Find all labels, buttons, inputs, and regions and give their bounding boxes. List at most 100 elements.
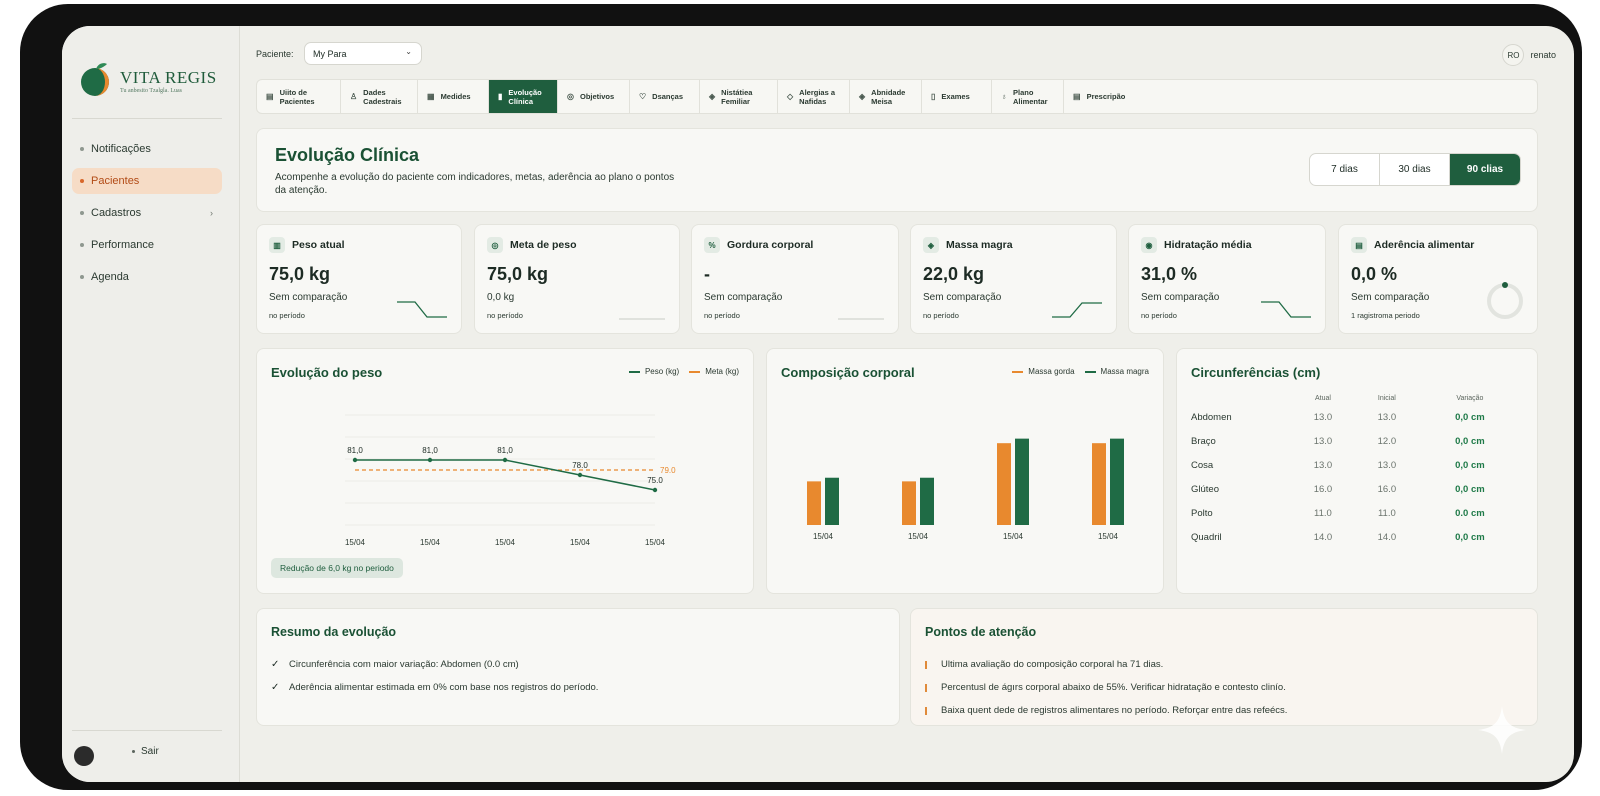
kpi-sparkline xyxy=(838,318,884,320)
user-icon: ♙ xyxy=(350,92,358,101)
range-button[interactable]: 90 clias xyxy=(1450,154,1520,185)
tab-5[interactable]: ◎ Objetivos xyxy=(558,80,630,113)
list-item-text: Ultima avaliação do composição corporal … xyxy=(941,659,1164,670)
donut-track xyxy=(1487,283,1523,319)
lean-mass-bar[interactable] xyxy=(920,477,934,525)
tab-9[interactable]: ◈ Abnidade Meisa xyxy=(850,80,922,113)
flask-icon: ▯ xyxy=(931,92,936,101)
measure-name: Polto xyxy=(1191,507,1213,519)
period-range-selector: 7 dias 30 dias 90 clias xyxy=(1309,153,1521,186)
measure-name: Abdomen xyxy=(1191,411,1232,423)
range-button[interactable]: 7 dias xyxy=(1310,154,1380,185)
legend-swatch xyxy=(1012,370,1024,373)
data-label: 78.0 xyxy=(572,461,588,470)
logout-button[interactable]: Sair xyxy=(132,746,159,757)
list-item-text: Baixa quent dede de registros alimentare… xyxy=(941,705,1288,716)
scale-icon: ▥ xyxy=(269,237,285,253)
user-avatar: RO xyxy=(1502,44,1525,66)
sidebar-divider xyxy=(72,730,222,731)
kpi-header: ◈ Massa magra xyxy=(923,237,1013,253)
table-row: Braço 13.0 12.0 0,0 cm xyxy=(1191,429,1521,453)
tab-label: Plano Alimentar xyxy=(1013,87,1048,106)
sidebar-item-label: Pacientes xyxy=(91,175,140,187)
sidebar-item-agenda[interactable]: Agenda xyxy=(72,264,222,290)
patient-select[interactable]: My Para ⌄ xyxy=(304,42,422,65)
plate-icon: ▤ xyxy=(1351,237,1367,253)
kpi-comparison: 0,0 kg xyxy=(487,292,515,303)
list-item: Ultima avaliação do composição corporal … xyxy=(925,653,1287,676)
drop-icon: ◉ xyxy=(1141,237,1157,253)
weight-point[interactable] xyxy=(427,457,433,463)
tab-3[interactable]: ▦ Medides xyxy=(418,80,489,113)
weight-point[interactable] xyxy=(577,472,583,478)
column-header: Inicial xyxy=(1377,394,1396,402)
legend-item: Massa magra xyxy=(1084,367,1149,376)
logout-label: Sair xyxy=(141,746,159,757)
lean-mass-bar[interactable] xyxy=(1110,438,1124,525)
value-cell: 16.0 xyxy=(1313,483,1333,495)
lean-mass-bar[interactable] xyxy=(825,477,839,525)
attention-points-card: Pontos de atenção Ultima avaliação do co… xyxy=(910,608,1538,726)
tab-10[interactable]: ▯ Exames xyxy=(922,80,992,113)
bullet-icon xyxy=(80,211,84,215)
value-cell: 12.0 xyxy=(1377,435,1397,447)
value-cell: 16.0 xyxy=(1377,483,1397,495)
weight-chart-card: Evolução do peso Peso (kg) Meta (kg) 79.0… xyxy=(256,348,754,594)
tab-6[interactable]: ♡ Dsanças xyxy=(630,80,700,113)
user-menu[interactable]: RO renato xyxy=(1502,44,1556,66)
chevron-down-icon: ⌄ xyxy=(405,47,412,56)
fat-mass-bar[interactable] xyxy=(807,481,821,525)
ruler-icon: ▦ xyxy=(427,92,435,101)
x-tick-label: 15/04 xyxy=(495,538,516,547)
table-row: Quadril 14.0 14.0 0,0 cm xyxy=(1191,525,1521,549)
sidebar-item-notificações[interactable]: Notificações xyxy=(72,136,222,162)
tab-4[interactable]: ▮ Evolução Clínica xyxy=(489,80,558,113)
kpi-comparison: Sem comparação xyxy=(704,292,783,303)
fat-mass-bar[interactable] xyxy=(997,443,1011,525)
tab-7[interactable]: ◈ Nistátiea Femiliar xyxy=(700,80,778,113)
kpi-sparkline xyxy=(1261,301,1311,318)
sidebar-item-cadastros[interactable]: Cadastros › xyxy=(72,200,222,226)
kpi-value: 22,0 kg xyxy=(923,264,985,284)
column-header: Variação xyxy=(1456,394,1484,402)
tab-label: Evolução Clínica xyxy=(508,87,542,106)
weight-chart-legend: Peso (kg) Meta (kg) xyxy=(619,367,739,376)
composition-chart-legend: Massa gorda Massa magra xyxy=(1002,367,1149,376)
percent-icon: % xyxy=(704,237,720,253)
data-label: 75.0 xyxy=(647,476,663,485)
kpi-period: 1 ragistroma periodo xyxy=(1351,311,1420,320)
summary-title: Resumo da evolução xyxy=(271,625,397,639)
fat-mass-bar[interactable] xyxy=(902,481,916,525)
tab-11[interactable]: ♁ Plano Alimentar xyxy=(992,80,1064,113)
tab-1[interactable]: ▤ Uiito de Pacientes xyxy=(257,80,341,113)
value-cell: 11.0 xyxy=(1314,507,1332,519)
tab-label: Objetivos xyxy=(579,92,615,101)
weight-point[interactable] xyxy=(352,457,358,463)
brand-logo[interactable]: VITA REGIS Tu anbesito Tzalgla. Luas xyxy=(76,50,226,100)
tab-2[interactable]: ♙ Dades Cadestrais xyxy=(341,80,418,113)
avatar[interactable] xyxy=(74,746,94,766)
page-subtitle: Acompenhe a evolução do paciente com ind… xyxy=(275,172,675,196)
check-icon: ✓ xyxy=(271,659,280,670)
bullet-icon xyxy=(80,243,84,247)
tab-12[interactable]: ▤ Prescripão xyxy=(1064,80,1154,113)
kpi-header: ◉ Hidratação média xyxy=(1141,237,1252,253)
sidebar-item-performance[interactable]: Performance xyxy=(72,232,222,258)
weight-point[interactable] xyxy=(652,487,658,493)
fat-mass-bar[interactable] xyxy=(1092,443,1106,525)
tab-8[interactable]: ◇ Alergias a Nafidas xyxy=(778,80,850,113)
legend-item: Meta (kg) xyxy=(689,367,739,376)
kpi-card: ◈ Massa magra 22,0 kg Sem comparação no perí… xyxy=(910,224,1117,334)
range-button[interactable]: 30 dias xyxy=(1380,154,1450,185)
kpi-comparison: Sem comparação xyxy=(923,292,1002,303)
main-content: Paciente: My Para ⌄ RO renato ▤ Uiito de … xyxy=(240,26,1574,782)
x-tick-label: 15/04 xyxy=(813,532,834,541)
kpi-title: Aderência alimentar xyxy=(1374,239,1475,251)
sidebar: VITA REGIS Tu anbesito Tzalgla. Luas Not… xyxy=(62,26,240,782)
lean-mass-bar[interactable] xyxy=(1015,438,1029,525)
weight-point[interactable] xyxy=(502,457,508,463)
composition-bar-chart: 15/04 15/04 15/04 15/04 xyxy=(807,438,1124,541)
sidebar-item-pacientes[interactable]: Pacientes xyxy=(72,168,222,194)
composition-chart-card: Composição corporal Massa gorda Massa mag… xyxy=(766,348,1164,594)
summary-list: ✓ Circunferência com maior variação: Abdo… xyxy=(271,653,598,699)
